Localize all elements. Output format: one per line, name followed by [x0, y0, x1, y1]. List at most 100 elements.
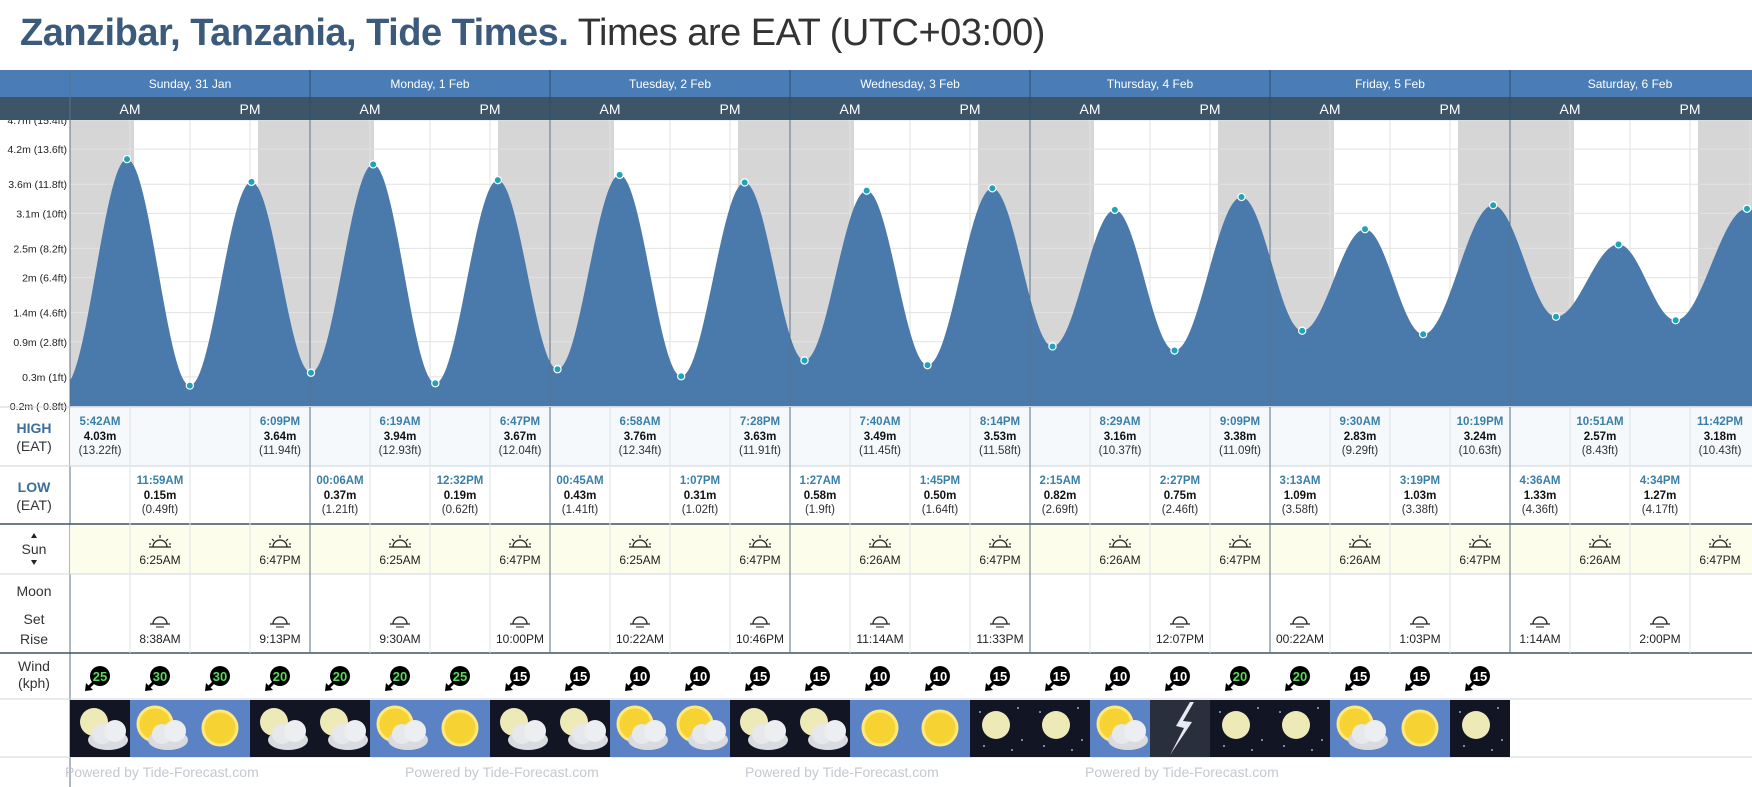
wind-cell: 15	[1045, 666, 1070, 691]
star-icon	[1071, 749, 1073, 751]
weather-cell	[730, 700, 790, 757]
tide-height-ft: (1.64ft)	[922, 504, 959, 516]
wind-speed: 15	[513, 669, 527, 684]
y-tick-label: 2m (6.4ft)	[22, 273, 67, 285]
moon-time: 11:14AM	[856, 632, 903, 646]
pm-label: PM	[1200, 101, 1221, 117]
low-tide-cell: 2:15AM 0.82m (2.69ft)	[1040, 475, 1081, 516]
star-icon	[1219, 711, 1221, 713]
low-tide-cell: 3:13AM 1.09m (3.58ft)	[1280, 475, 1321, 516]
am-label: AM	[120, 101, 141, 117]
row-label: Sun	[22, 541, 47, 557]
am-label: AM	[360, 101, 381, 117]
tide-time: 6:19AM	[380, 416, 421, 428]
wind-cell: 10	[1165, 666, 1190, 691]
cloud-icon	[748, 720, 788, 750]
cloud-icon	[1108, 720, 1148, 750]
sunset-icon	[509, 535, 531, 548]
wind-speed: 10	[1173, 669, 1187, 684]
cloud-icon	[388, 720, 428, 750]
low-tide-cell: 11:59AM 0.15m (0.49ft)	[137, 475, 184, 516]
sunrise-icon	[1109, 535, 1131, 548]
weather-cell	[1390, 700, 1450, 757]
moonrise-icon	[1170, 616, 1190, 628]
tide-height-m: 3.64m	[264, 431, 297, 443]
sunrise-icon	[1349, 535, 1371, 548]
wind-speed: 15	[573, 669, 587, 684]
low-tide-cell: 12:32PM 0.19m (0.62ft)	[437, 475, 484, 516]
moon-time: 1:03PM	[1399, 632, 1440, 646]
moon-icon	[1222, 711, 1250, 739]
wind-arrow-head-icon	[625, 683, 633, 691]
wind-badge	[870, 666, 890, 686]
sun-time: 6:25AM	[139, 553, 180, 567]
wind-speed: 20	[1293, 669, 1307, 684]
tide-height-ft: (11.58ft)	[979, 445, 1021, 457]
wind-arrow-head-icon	[85, 683, 93, 691]
star-icon	[1463, 745, 1465, 747]
weather-cell	[370, 700, 430, 757]
wind-speed: 15	[753, 669, 767, 684]
cloud-icon	[628, 720, 668, 750]
watermark-text: Powered by Tide-Forecast.com	[745, 764, 939, 780]
tide-height-ft: (12.93ft)	[379, 445, 422, 457]
tide-height-m: 1.33m	[1524, 490, 1557, 502]
tide-height-ft: (10.37ft)	[1099, 445, 1142, 457]
sunset-icon	[989, 535, 1011, 548]
moonrise-icon	[1530, 616, 1550, 628]
wind-badge	[150, 666, 170, 686]
weather-cell	[250, 700, 310, 757]
cloud-icon	[1348, 720, 1388, 750]
high-tide-dot	[368, 160, 378, 169]
timezone-label: Times are EAT (UTC+03:00)	[577, 12, 1046, 54]
moon-time: 11:33PM	[976, 632, 1023, 646]
moon-time: 10:00PM	[496, 632, 544, 646]
high-tide-cell: 8:29AM 3.16m (10.37ft)	[1099, 416, 1142, 457]
wind-cell: 30	[145, 666, 170, 691]
sunrise-icon	[629, 535, 651, 548]
weather-cell	[190, 700, 250, 757]
tide-height-m: 1.09m	[1284, 490, 1317, 502]
wind-cell: 30	[205, 666, 230, 691]
weather-cell	[1450, 700, 1510, 757]
pm-label: PM	[720, 101, 741, 117]
moon-cell: 9:30AM	[379, 616, 421, 646]
low-tide-dot	[306, 368, 316, 377]
moonrise-icon	[990, 616, 1010, 628]
cloud-icon	[808, 720, 848, 750]
high-tide-dot	[493, 175, 503, 185]
day-label: Saturday, 6 Feb	[1588, 77, 1673, 91]
sun-cell: 6:47PM	[499, 535, 541, 567]
sunset-icon	[1229, 535, 1251, 548]
tide-time: 4:34PM	[1640, 475, 1680, 487]
weather-cell	[1330, 700, 1390, 757]
low-tide-dot	[1297, 326, 1307, 335]
moon-cell: 1:14AM	[1519, 616, 1561, 646]
star-icon	[1017, 707, 1019, 709]
moon-time: 10:22AM	[616, 632, 664, 646]
page-title: Zanzibar, Tanzania, Tide Times. Times ar…	[20, 12, 1045, 62]
star-icon	[1261, 739, 1263, 741]
tide-time: 6:09PM	[260, 416, 300, 428]
low-tide-dot	[800, 356, 809, 365]
moon-cell: 11:14AM	[856, 616, 904, 646]
y-tick-label: 2.5m (8.2ft)	[13, 243, 67, 255]
high-tide-cell: 5:42AM 4.03m (13.22ft)	[79, 416, 122, 457]
sun-time: 6:47PM	[1459, 553, 1500, 567]
wind-speed: 10	[1113, 669, 1127, 684]
pm-label: PM	[1440, 101, 1461, 117]
day-label: Wednesday, 3 Feb	[860, 77, 960, 91]
high-tide-dot	[988, 184, 997, 193]
wind-badge	[690, 666, 710, 686]
wind-cell: 25	[85, 666, 110, 691]
row-label: LOW	[18, 479, 51, 495]
tide-height-m: 0.19m	[444, 490, 477, 502]
wind-speed: 20	[1233, 669, 1247, 684]
row-label: (kph)	[18, 675, 50, 691]
wind-arrow-head-icon	[565, 683, 573, 691]
low-tide-dot	[1418, 330, 1428, 339]
moon-time: 12:07PM	[1156, 632, 1204, 646]
weather-cell	[1270, 700, 1330, 757]
wind-arrow-head-icon	[325, 683, 333, 691]
sun-down-arrow-icon	[31, 560, 37, 565]
